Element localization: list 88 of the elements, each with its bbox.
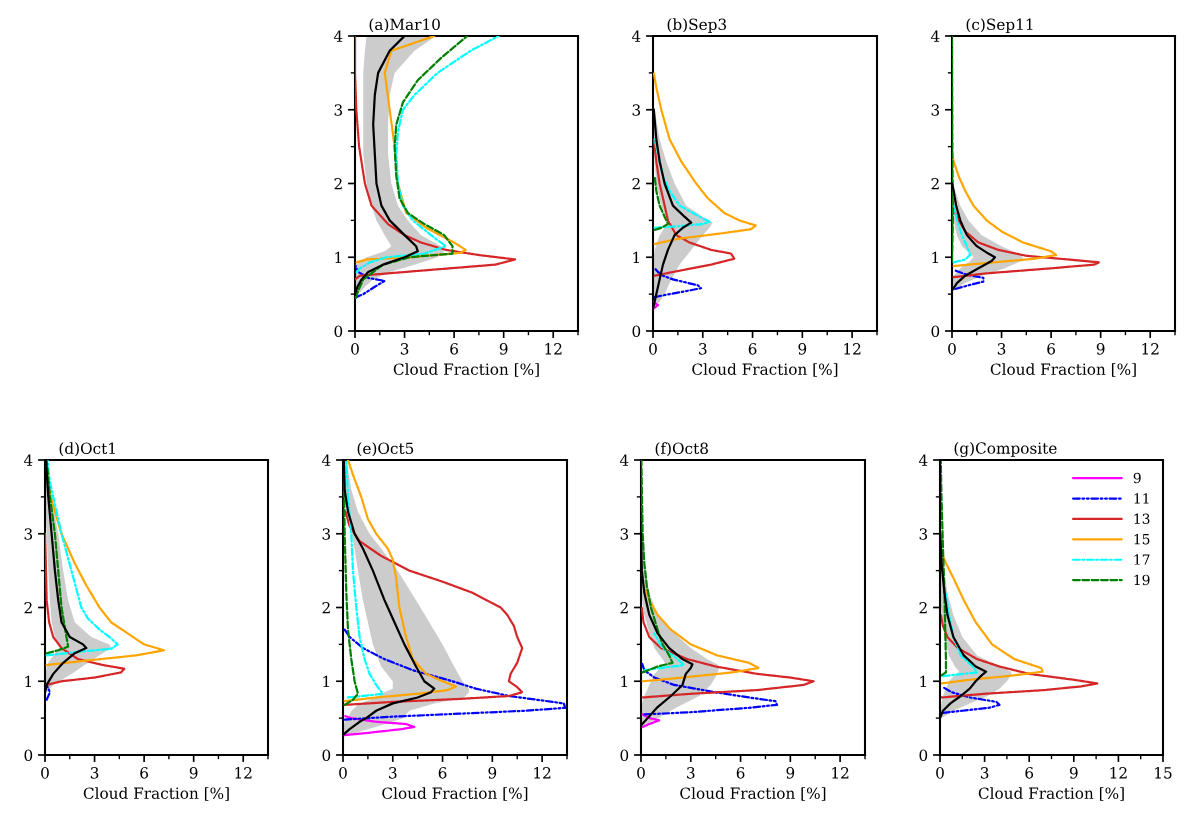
x-tick-label: 12 [844, 343, 861, 355]
x-tick-label: 12 [235, 767, 252, 779]
y-tick-label: 3 [632, 104, 641, 116]
chart-title: (e)Oct5 [357, 442, 414, 457]
y-tick-label: 2 [334, 177, 342, 190]
y-tick-label: 4 [23, 454, 33, 466]
y-tick-label: 3 [620, 528, 629, 540]
x-tick-label: 3 [699, 343, 707, 355]
y-tick-label: 2 [620, 601, 628, 614]
x-tick-label: 12 [534, 767, 551, 779]
chart-title: (b)Sep3 [667, 18, 727, 34]
y-tick-label: 3 [322, 528, 331, 540]
y-tick-label: 1 [633, 251, 640, 264]
y-tick-label: 3 [334, 104, 343, 116]
y-tick-label: 1 [25, 675, 32, 688]
x-tick-label: 3 [687, 767, 695, 779]
x-tick-label: 9 [786, 767, 795, 779]
y-tick-label: 4 [918, 454, 928, 466]
y-tick-label: 3 [24, 528, 33, 540]
x-tick-label: 6 [748, 343, 757, 355]
y-tick-label: 2 [919, 601, 927, 614]
y-tick-label: 1 [932, 251, 939, 264]
y-tick-label: 0 [620, 749, 629, 762]
x-tick-label: 9 [499, 343, 508, 355]
y-tick-label: 4 [930, 30, 940, 42]
y-tick-label: 3 [919, 528, 928, 540]
x-tick-label: 0 [649, 343, 657, 355]
x-tick-label: 6 [140, 767, 149, 779]
x-axis-title: Cloud Fraction [%] [978, 787, 1124, 801]
legend-label: 15 [1134, 533, 1150, 545]
y-tick-label: 1 [335, 251, 342, 264]
x-tick-label: 9 [1096, 343, 1105, 355]
y-tick-label: 0 [322, 749, 331, 762]
y-tick-label: 0 [334, 325, 343, 338]
x-tick-label: 0 [948, 343, 956, 355]
y-tick-label: 2 [931, 177, 939, 190]
chart-title: (c)Sep11 [966, 18, 1033, 34]
x-tick-label: 12 [1110, 767, 1127, 779]
x-tick-label: 6 [438, 767, 447, 779]
y-tick-label: 4 [333, 30, 343, 42]
legend-label: 19 [1134, 574, 1150, 586]
y-tick-label: 0 [919, 749, 928, 762]
y-tick-label: 0 [931, 325, 940, 338]
x-tick-label: 15 [1155, 767, 1172, 779]
y-tick-label: 2 [24, 601, 32, 614]
x-tick-label: 6 [736, 767, 745, 779]
y-tick-label: 2 [322, 601, 330, 614]
x-tick-label: 3 [90, 767, 99, 779]
y-tick-label: 1 [621, 675, 628, 688]
y-tick-label: 1 [920, 675, 927, 688]
x-tick-label: 3 [389, 767, 397, 779]
chart-title: (a)Mar10 [369, 18, 440, 33]
legend-label: 17 [1134, 554, 1150, 565]
y-tick-label: 2 [632, 177, 640, 190]
legend-label: 11 [1134, 493, 1149, 504]
chart-title: (g)Composite [954, 442, 1057, 458]
x-tick-label: 3 [980, 767, 989, 779]
y-tick-label: 4 [619, 454, 629, 466]
x-axis-title: Cloud Fraction [%] [692, 363, 838, 377]
x-tick-label: 9 [798, 343, 807, 355]
legend-label: 13 [1134, 513, 1150, 525]
x-tick-label: 9 [189, 767, 198, 779]
chart-title: (f)Oct8 [655, 442, 708, 457]
x-axis-title: Cloud Fraction [%] [393, 363, 539, 377]
x-tick-label: 12 [545, 343, 562, 355]
x-tick-label: 9 [1069, 767, 1078, 779]
x-tick-label: 6 [1047, 343, 1056, 355]
x-axis-title: Cloud Fraction [%] [680, 787, 826, 801]
y-tick-label: 0 [24, 749, 33, 762]
x-axis-title: Cloud Fraction [%] [382, 787, 528, 801]
x-tick-label: 6 [450, 343, 459, 355]
x-axis-title: Cloud Fraction [%] [990, 363, 1136, 377]
x-tick-label: 0 [351, 343, 359, 355]
y-tick-label: 1 [323, 675, 330, 688]
x-tick-label: 12 [832, 767, 849, 779]
legend-label: 9 [1133, 472, 1141, 484]
x-tick-label: 6 [1025, 767, 1034, 779]
x-tick-label: 0 [41, 767, 49, 779]
x-tick-label: 9 [488, 767, 497, 779]
y-tick-label: 4 [321, 454, 331, 466]
y-tick-label: 4 [631, 30, 641, 42]
x-tick-label: 12 [1142, 343, 1159, 355]
x-tick-label: 3 [400, 343, 409, 355]
chart-title: (d)Oct1 [59, 442, 115, 457]
y-tick-label: 0 [632, 325, 641, 338]
y-tick-label: 3 [931, 104, 940, 116]
x-tick-label: 3 [997, 343, 1006, 355]
x-axis-title: Cloud Fraction [%] [83, 787, 229, 801]
